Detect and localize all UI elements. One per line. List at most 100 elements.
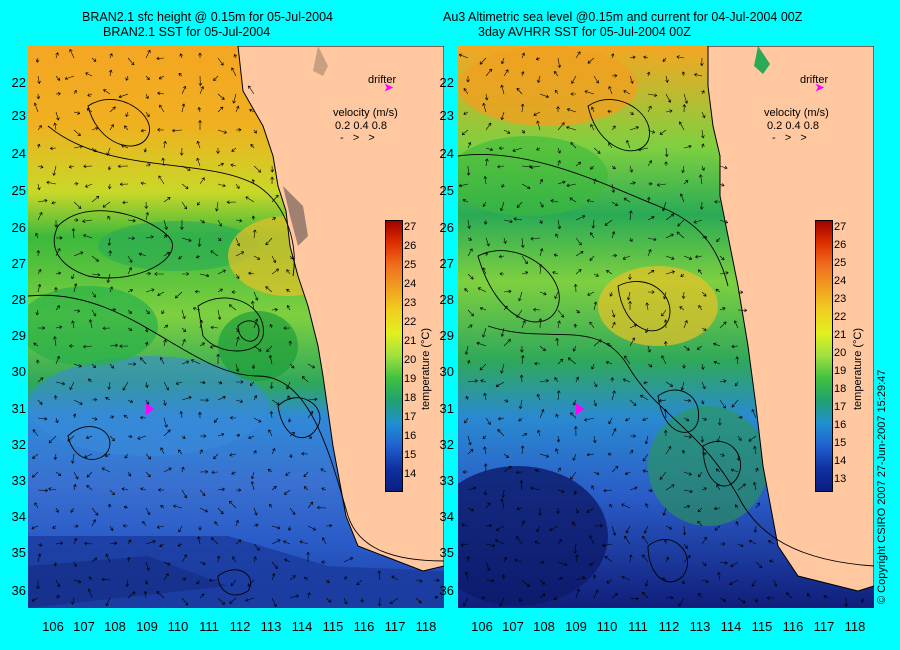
- velocity-arrow: [662, 201, 667, 212]
- velocity-arrow: [476, 341, 487, 347]
- velocity-arrow: [643, 380, 649, 385]
- velocity-arrow: [181, 183, 189, 190]
- velocity-arrow: [33, 102, 39, 113]
- velocity-arrow: [144, 201, 148, 209]
- velocity-arrow: [118, 93, 129, 99]
- velocity-arrow: [464, 345, 469, 355]
- drifter-legend-label: drifter: [800, 74, 829, 86]
- velocity-arrow: [611, 428, 617, 437]
- velocity-arrow: [91, 255, 99, 262]
- velocity-arrow: [87, 93, 93, 97]
- velocity-arrow: [678, 121, 685, 131]
- velocity-arrow: [589, 165, 595, 170]
- velocity-arrow: [197, 107, 202, 113]
- velocity-arrow: [714, 525, 721, 531]
- velocity-arrow: [91, 507, 99, 516]
- velocity-arrow: [676, 55, 685, 59]
- velocity-arrow: [105, 597, 111, 607]
- velocity-arrow: [647, 249, 652, 257]
- velocity-arrow: [163, 219, 168, 230]
- lon-label: 115: [322, 619, 344, 634]
- velocity-arrow: [503, 129, 511, 134]
- velocity-arrow: [751, 409, 757, 419]
- velocity-arrow: [230, 579, 237, 587]
- velocity-arrow: [611, 465, 619, 473]
- velocity-arrow: [584, 417, 595, 422]
- lat-label: 25: [11, 183, 26, 198]
- velocity-arrow: [715, 288, 721, 293]
- velocity-arrow: [213, 417, 219, 423]
- velocity-arrow: [593, 589, 599, 599]
- velocity-arrow: [719, 255, 725, 261]
- velocity-arrow: [557, 309, 565, 318]
- velocity-arrow: [109, 415, 114, 419]
- velocity-arrow: [767, 540, 775, 545]
- velocity-arrow: [555, 448, 559, 455]
- velocity-arrow: [88, 319, 93, 329]
- velocity-arrow: [622, 255, 631, 260]
- velocity-arrow: [307, 435, 313, 439]
- velocity-arrow: [482, 201, 487, 207]
- velocity-arrow: [514, 558, 523, 563]
- velocity-arrow: [91, 147, 97, 153]
- velocity-arrow: [715, 468, 721, 473]
- velocity-arrow: [516, 506, 523, 511]
- colorbar-tick: 13: [834, 473, 847, 485]
- velocity-arrow: [253, 291, 259, 301]
- velocity-arrow: [591, 219, 596, 229]
- velocity-arrow: [575, 161, 582, 167]
- velocity-arrow: [625, 417, 631, 422]
- velocity-arrow: [210, 325, 219, 330]
- velocity-arrow: [557, 160, 561, 167]
- velocity-arrow: [37, 399, 43, 405]
- lon-label: 111: [628, 619, 648, 634]
- velocity-arrow: [539, 219, 543, 224]
- velocity-arrow: [621, 503, 631, 509]
- left-map-title: BRAN2.1 sfc height @ 0.15m for 05-Jul-20…: [82, 10, 334, 24]
- velocity-arrow: [53, 122, 57, 131]
- velocity-arrow: [698, 269, 703, 275]
- velocity-arrow: [304, 576, 309, 581]
- velocity-arrow: [104, 453, 111, 457]
- velocity-arrow: [144, 341, 149, 347]
- velocity-arrow: [250, 481, 255, 491]
- velocity-arrow: [217, 269, 226, 275]
- velocity-arrow: [664, 147, 669, 157]
- right-colorbar-label: temperature (°C): [852, 327, 864, 410]
- velocity-arrow: [271, 525, 281, 530]
- velocity-arrow: [73, 579, 82, 584]
- velocity-arrow: [32, 429, 39, 437]
- left-colorbar-label: temperature (°C): [420, 327, 432, 410]
- velocity-arrow: [683, 179, 689, 185]
- velocity-arrow: [485, 417, 491, 425]
- velocity-arrow: [217, 380, 223, 385]
- velocity-arrow: [159, 104, 165, 113]
- velocity-arrow: [107, 165, 112, 171]
- velocity-arrow: [608, 142, 613, 149]
- velocity-arrow: [199, 342, 205, 347]
- velocity-arrow: [549, 525, 559, 531]
- velocity-arrow: [288, 340, 292, 347]
- velocity-arrow: [644, 435, 649, 445]
- velocity-arrow: [665, 270, 675, 275]
- velocity-arrow: [253, 229, 257, 239]
- velocity-arrow: [755, 561, 763, 569]
- velocity-arrow: [730, 468, 739, 473]
- velocity-arrow: [37, 488, 48, 493]
- velocity-arrow: [37, 416, 48, 421]
- velocity-arrow: [163, 324, 169, 329]
- colorbar-tick: 19: [404, 373, 417, 385]
- velocity-arrow: [719, 597, 726, 602]
- velocity-arrow: [70, 507, 75, 513]
- velocity-arrow: [145, 163, 151, 167]
- velocity-arrow: [269, 411, 274, 419]
- velocity-arrow: [68, 164, 75, 169]
- velocity-arrow: [235, 380, 244, 384]
- velocity-arrow: [557, 320, 561, 329]
- velocity-arrow: [268, 429, 273, 437]
- lat-label: 35: [11, 545, 26, 560]
- velocity-arrow: [593, 399, 598, 407]
- velocity-arrow: [611, 321, 616, 329]
- drifter-legend-arrow-icon: ➤: [815, 82, 825, 94]
- velocity-arrow: [126, 556, 131, 563]
